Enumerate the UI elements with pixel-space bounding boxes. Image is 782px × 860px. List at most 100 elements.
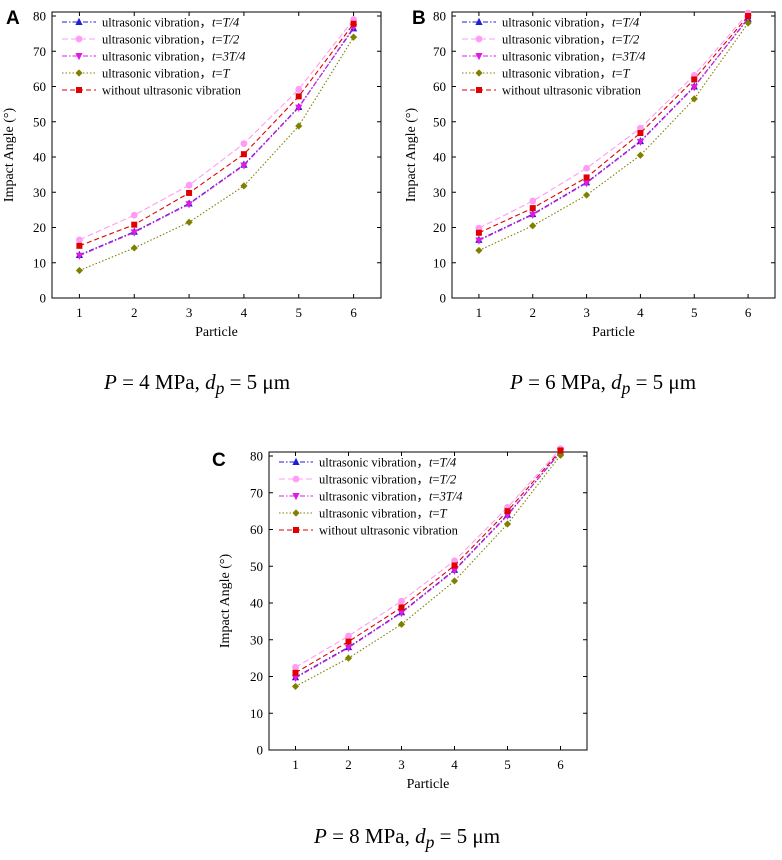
legend-item: ultrasonic vibration，t=T/4 [62,16,239,30]
y-tick-label: 0 [257,743,264,758]
legend-label: ultrasonic vibration，t=T/4 [102,16,239,30]
data-point [350,20,357,27]
series-line [295,450,561,674]
series-line [478,15,749,234]
x-tick-label: 4 [637,305,644,320]
data-point [637,124,644,132]
data-point [637,130,644,137]
x-tick-label: 2 [345,757,352,772]
series-line [79,36,355,272]
data-point [345,638,352,645]
data-point [349,33,358,41]
series-line [478,12,749,229]
x-tick-label: 6 [350,305,357,320]
legend-label: ultrasonic vibration，t=T [502,67,631,81]
data-point [475,237,483,245]
legend-marker [75,53,83,61]
y-tick-label: 70 [33,44,46,59]
data-point [583,164,590,172]
legend: ultrasonic vibration，t=T/4 ultrasonic vib… [462,16,646,98]
data-point [130,211,138,219]
legend-label: ultrasonic vibration，t=T [319,507,448,521]
data-point [185,201,193,209]
data-point [76,236,83,244]
legend-marker [76,87,82,93]
data-point [529,222,537,230]
x-tick-label: 4 [451,757,458,772]
y-tick-label: 40 [433,150,446,165]
legend-item: without ultrasonic vibration [462,84,642,98]
x-tick-label: 5 [296,305,303,320]
data-point [240,140,248,148]
data-point [504,508,511,515]
y-tick-label: 70 [250,485,263,500]
data-point [745,13,752,19]
x-axis-label: Particle [592,325,635,340]
data-point [636,151,645,159]
legend-label: without ultrasonic vibration [502,84,642,98]
y-tick-label: 40 [250,596,263,611]
series-5 [475,13,752,236]
data-point [344,644,353,653]
data-point [451,557,458,565]
data-point [76,242,83,249]
series-line [478,17,749,242]
y-tick-label: 50 [33,114,46,129]
legend-item: ultrasonic vibration，t=T/2 [279,473,456,487]
series-line [295,454,561,687]
legend-label: ultrasonic vibration，t=T [102,67,231,81]
legend-marker [475,35,483,43]
x-tick-label: 3 [186,305,193,320]
chart-panel-a: 0 10 20 30 40 50 60 70 80 1 2 3 4 5 6 Particle Impact An… [2,9,382,340]
legend-label: without ultrasonic vibration [319,524,459,538]
series-line [79,26,355,257]
y-tick-label: 50 [250,559,263,574]
data-point [636,138,645,147]
legend-label: ultrasonic vibration，t=3T/4 [319,490,463,504]
data-point [397,609,406,618]
legend-marker [292,457,300,465]
y-tick-label: 0 [40,291,47,306]
caption-panel-a: P = 4 MPa, dp = 5 μm [104,370,291,399]
y-tick-label: 10 [433,255,446,270]
series-4 [291,451,565,691]
legend-label: ultrasonic vibration，t=T/2 [102,33,239,47]
data-point [529,197,537,205]
legend-item: without ultrasonic vibration [62,84,242,98]
data-point [691,76,698,83]
legend-marker [475,53,483,61]
data-point [557,447,564,454]
data-point [397,620,406,628]
series-line [478,18,749,241]
y-tick-label: 40 [33,150,46,165]
data-point [130,244,138,252]
legend-item: ultrasonic vibration，t=3T/4 [462,50,646,64]
plot-frame [51,11,382,299]
data-point [295,85,303,93]
data-point [295,104,303,112]
data-point [291,674,300,683]
data-point [529,211,537,220]
legend-marker [475,69,483,77]
series-4 [75,33,358,275]
legend-item: ultrasonic vibration，t=3T/4 [62,50,246,64]
series-line [79,23,355,247]
chart-panel-b: 0 10 20 30 40 50 60 70 80 1 2 3 4 5 6 Particle Impact An… [404,9,776,340]
y-tick-label: 20 [250,669,263,684]
data-point [130,229,138,237]
x-tick-label: 2 [530,305,537,320]
series-line [478,22,749,251]
series-line [79,19,355,241]
y-tick-label: 70 [433,44,446,59]
data-point [503,512,512,520]
data-point [292,663,299,671]
legend-marker [75,69,83,77]
x-tick-label: 5 [504,757,511,772]
panel-letter-a: A [6,8,20,29]
data-point [582,180,591,188]
x-axis-label: Particle [407,777,450,792]
x-axis-label: Particle [195,325,238,340]
data-point [345,632,352,640]
data-point [451,562,458,569]
x-tick-label: 1 [476,305,483,320]
